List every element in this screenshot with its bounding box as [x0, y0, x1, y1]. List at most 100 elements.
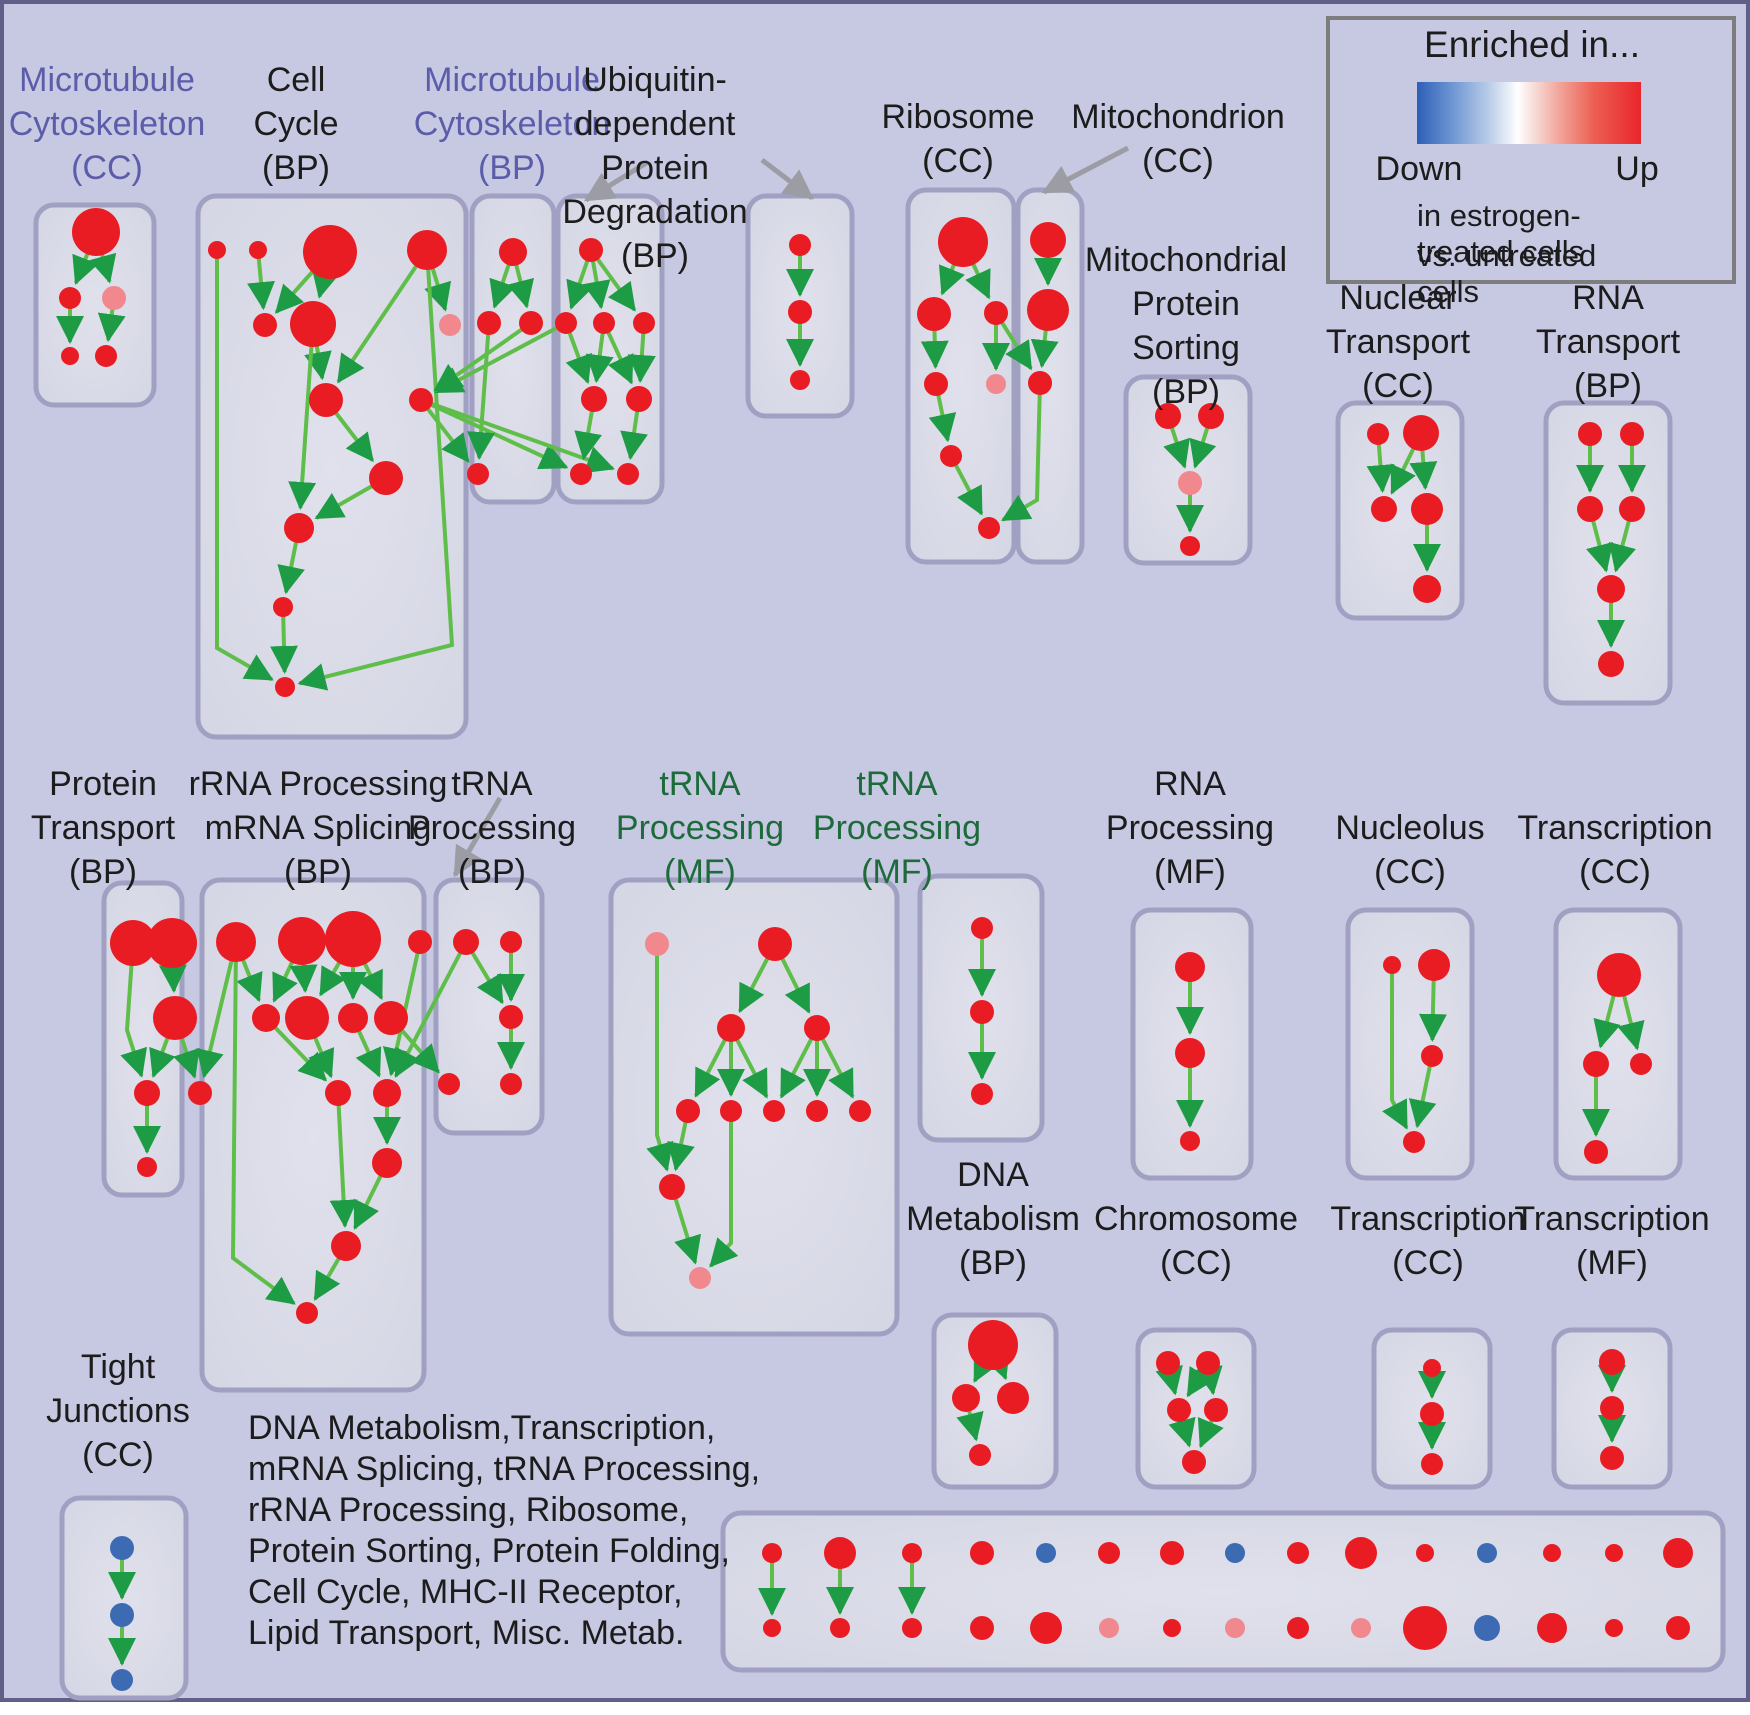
- edge-arrow-c11-c12: [269, 606, 298, 675]
- go-term-node-q3: [325, 911, 381, 967]
- go-term-node-bt8: [1287, 1542, 1309, 1564]
- go-term-node-m2: [519, 311, 543, 335]
- go-term-node-q9: [325, 1080, 351, 1106]
- legend-gradient-bar: [1417, 82, 1641, 144]
- go-term-node-e2: [1167, 1398, 1191, 1422]
- group-label-line: Chromosome: [1093, 1200, 1299, 1238]
- group-label-line: Processing: [1105, 809, 1275, 847]
- box-dna-metabolism: [931, 1312, 1059, 1490]
- go-term-node-h2: [971, 1083, 993, 1105]
- group-label-line: (BP): [68, 853, 137, 891]
- go-term-node-bb3: [970, 1616, 994, 1640]
- go-term-node-bt4: [1036, 1543, 1056, 1563]
- go-term-node-f1: [1420, 1402, 1444, 1426]
- edge-arrow-c0-c12: [215, 250, 274, 682]
- group-label-line: Transport: [1325, 323, 1471, 361]
- group-label-dna-metabolism: DNA Metabolism (BP): [906, 1153, 1080, 1285]
- group-label-protein-transport: Protein Transport (BP): [31, 762, 175, 894]
- annotation-arrow-1: [760, 158, 814, 200]
- group-label-line: Transcription: [1514, 1200, 1710, 1238]
- legend: [1326, 16, 1736, 284]
- group-label-line: Protein: [601, 149, 709, 187]
- group-label-trna-mf-1: tRNA Processing (MF): [616, 762, 784, 894]
- go-term-node-p3: [134, 1080, 160, 1106]
- go-term-node-bt6: [1160, 1541, 1184, 1565]
- group-label-line: (BP): [1152, 373, 1220, 411]
- go-term-node-r4: [986, 374, 1006, 394]
- go-term-node-tb2: [499, 1005, 523, 1029]
- group-label-line: (BP): [457, 853, 526, 891]
- group-label-rrna-mrna: rRNA Processing mRNA Splicing (BP): [189, 762, 448, 894]
- box-summary-matrix: [720, 1510, 1726, 1673]
- footer-line: Cell Cycle, MHC-II Receptor,: [248, 1573, 683, 1611]
- group-label-line: (MF): [1576, 1244, 1648, 1282]
- go-term-node-h1: [970, 1000, 994, 1024]
- go-term-node-r5: [940, 445, 962, 467]
- go-term-node-j0: [1383, 956, 1401, 974]
- go-term-node-e0: [1156, 1351, 1180, 1375]
- go-term-node-g3: [804, 1015, 830, 1041]
- go-term-node-u1: [555, 312, 577, 334]
- go-term-node-n1: [1403, 415, 1439, 451]
- go-term-node-t1: [1620, 422, 1644, 446]
- go-term-node-j2: [1421, 1045, 1443, 1067]
- go-term-node-r3: [924, 372, 948, 396]
- go-term-node-bb8: [1287, 1617, 1309, 1639]
- go-term-node-g10: [689, 1267, 711, 1289]
- go-term-node-e1: [1196, 1351, 1220, 1375]
- group-label-line: rRNA Processing: [188, 765, 448, 803]
- box-nuclear-transport: [1335, 400, 1465, 621]
- go-term-node-bb2: [902, 1618, 922, 1638]
- go-term-node-c8: [409, 388, 433, 412]
- go-term-node-k2: [1630, 1053, 1652, 1075]
- group-label-transcription-cc-bottom: Transcription (CC): [1330, 1197, 1525, 1285]
- group-label-line: (CC): [1579, 853, 1651, 891]
- go-term-node-n3: [1411, 493, 1443, 525]
- group-label-line: (BP): [284, 853, 352, 891]
- group-label-line: Processing: [812, 809, 982, 847]
- group-label-line: RNA: [1154, 765, 1226, 803]
- box-transcription-cc-mid: [1553, 907, 1683, 1181]
- footer-line: mRNA Splicing, tRNA Processing,: [248, 1450, 761, 1488]
- go-term-node-y0: [1599, 1349, 1625, 1375]
- go-term-node-tb4: [500, 1073, 522, 1095]
- edge-arrow-u0-u3: [589, 248, 637, 312]
- group-label-line: Microtubule: [424, 61, 600, 99]
- go-term-node-u6: [570, 463, 592, 485]
- go-term-node-s2: [1178, 471, 1202, 495]
- go-term-node-i1: [1175, 1038, 1205, 1068]
- footer-line: Protein Sorting, Protein Folding,: [248, 1532, 730, 1570]
- group-label-line: Cycle: [253, 105, 339, 143]
- group-label-line: Mitochondrion: [1071, 98, 1285, 136]
- go-term-node-w2: [1028, 371, 1052, 395]
- go-term-node-g8: [849, 1100, 871, 1122]
- misc-categories-text: DNA Metabolism,Transcription, mRNA Splic…: [248, 1408, 760, 1654]
- go-term-node-e4: [1182, 1450, 1206, 1474]
- go-term-node-q11: [372, 1148, 402, 1178]
- group-label-line: Sorting: [1132, 329, 1240, 367]
- go-term-node-bt9: [1345, 1537, 1377, 1569]
- go-term-node-q8: [374, 1001, 408, 1035]
- edge-arrow-q1-q13: [230, 941, 296, 1306]
- edge-arrow-c8-m3: [419, 398, 470, 463]
- group-label-line: DNA: [957, 1156, 1029, 1194]
- go-term-node-bb5: [1099, 1618, 1119, 1638]
- go-term-node-g1: [758, 927, 792, 961]
- go-term-node-bb7: [1225, 1618, 1245, 1638]
- go-term-node-s0: [1155, 403, 1181, 429]
- group-label-mt-bp: Microtubule Cytoskeleton (BP): [414, 58, 611, 190]
- edge-arrow-w2-r6: [1001, 382, 1042, 522]
- go-term-node-bt0: [762, 1543, 782, 1563]
- go-term-node-v0: [789, 234, 811, 256]
- edge-arrow-p0-p3: [120, 942, 148, 1078]
- go-term-node-c9: [369, 461, 403, 495]
- go-term-node-p2: [153, 996, 197, 1040]
- group-label-line: mRNA Splicing: [204, 809, 432, 847]
- group-label-mito-sorting: Mitochondrial Protein Sorting (BP): [1085, 238, 1287, 414]
- edge-arrow-c1-c4: [247, 249, 275, 311]
- group-label-nucleolus: Nucleolus (CC): [1335, 806, 1484, 894]
- go-term-node-z1: [110, 1603, 134, 1627]
- go-term-node-c7: [309, 383, 343, 417]
